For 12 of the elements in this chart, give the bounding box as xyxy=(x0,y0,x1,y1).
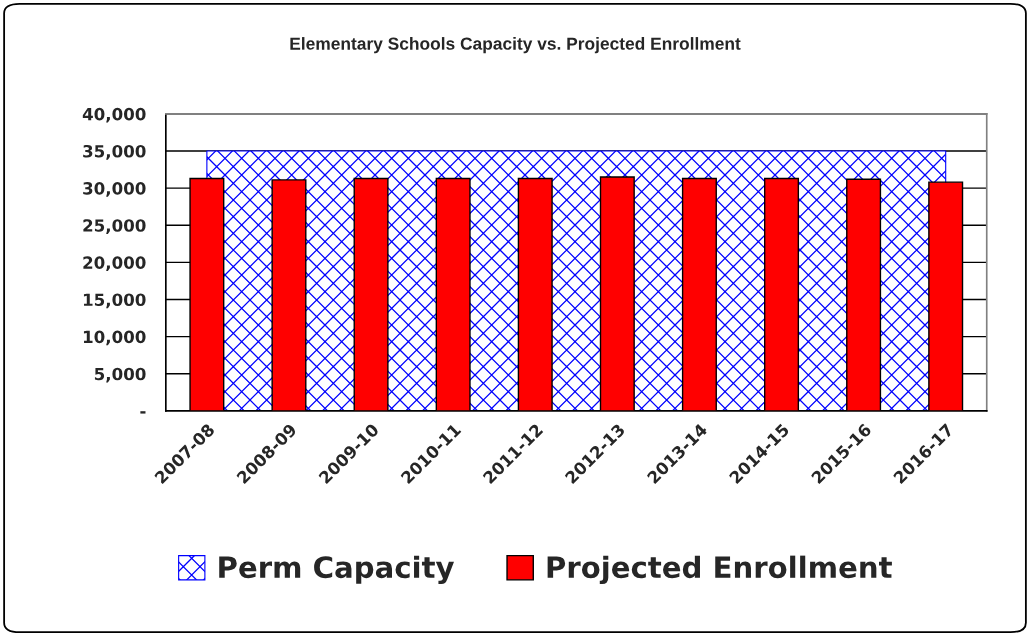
chart-title: Elementary Schools Capacity vs. Projected Enrollment xyxy=(290,37,741,54)
y-tick-label: 15,000 xyxy=(83,293,146,309)
y-tick-label: 25,000 xyxy=(83,219,146,234)
y-tick-label: 40,000 xyxy=(82,107,146,123)
legend-label: Projected Enrollment xyxy=(547,555,892,585)
legend-label: Perm Capacity xyxy=(219,555,454,585)
y-tick-label: 5,000 xyxy=(94,367,146,383)
y-tick-label: 35,000 xyxy=(83,144,146,160)
y-tick-label: 20,000 xyxy=(83,256,146,272)
y-tick-label: - xyxy=(140,411,146,414)
y-tick-label: 10,000 xyxy=(83,330,146,346)
y-tick-label: 30,000 xyxy=(83,182,146,197)
